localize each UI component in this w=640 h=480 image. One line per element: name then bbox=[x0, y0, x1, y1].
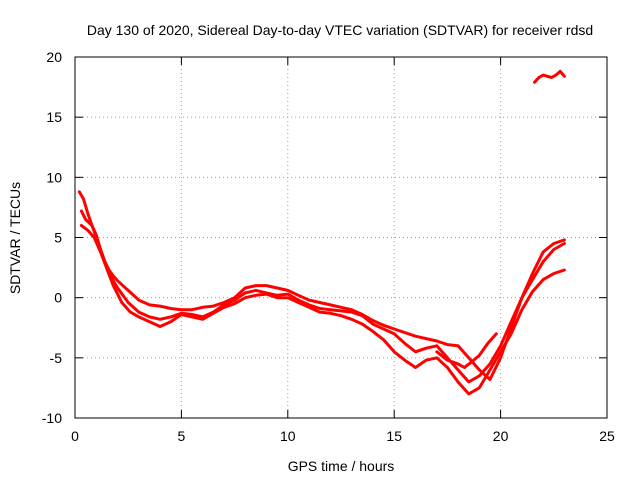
y-tick-label: 15 bbox=[46, 109, 62, 125]
x-tick-label: 15 bbox=[386, 428, 402, 444]
x-tick-label: 20 bbox=[493, 428, 509, 444]
y-tick-label: 20 bbox=[46, 49, 62, 65]
y-tick-label: 10 bbox=[46, 169, 62, 185]
x-tick-label: 10 bbox=[280, 428, 296, 444]
data-series bbox=[77, 69, 566, 396]
y-tick-label: -5 bbox=[50, 350, 63, 366]
series-track-1 bbox=[77, 190, 566, 381]
y-axis-label: SDTVAR / TECUs bbox=[7, 182, 23, 294]
axis-ticks: 0 5 10 15 20 25 -10 -5 0 5 10 15 20 bbox=[42, 49, 615, 444]
series-track-4 bbox=[435, 332, 498, 369]
x-tick-label: 25 bbox=[599, 428, 615, 444]
x-tick-label: 5 bbox=[178, 428, 186, 444]
x-axis-label: GPS time / hours bbox=[288, 458, 395, 474]
series-track-5 bbox=[533, 69, 566, 84]
y-tick-label: 5 bbox=[54, 230, 62, 246]
x-tick-label: 0 bbox=[71, 428, 79, 444]
series-track-2 bbox=[79, 209, 566, 384]
y-tick-label: -10 bbox=[42, 410, 62, 426]
chart-title: Day 130 of 2020, Sidereal Day-to-day VTE… bbox=[87, 22, 593, 38]
y-tick-label: 0 bbox=[54, 290, 62, 306]
grid-lines bbox=[75, 57, 607, 418]
series-track-3 bbox=[79, 224, 566, 396]
